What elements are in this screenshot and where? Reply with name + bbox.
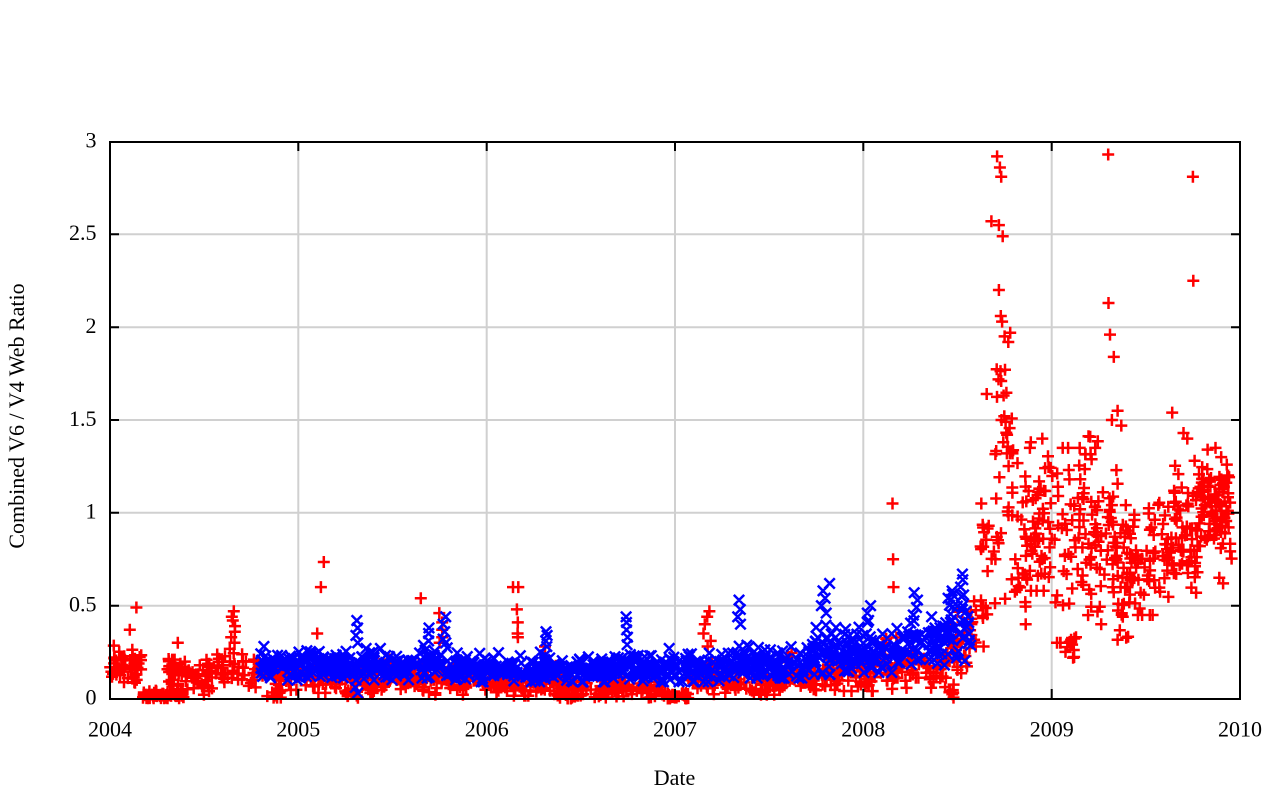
svg-text:Combined V6 / V4 Web Ratio: Combined V6 / V4 Web Ratio (4, 283, 29, 548)
svg-text:2006: 2006 (465, 717, 509, 742)
svg-text:2009: 2009 (1030, 717, 1074, 742)
svg-text:2004: 2004 (88, 717, 132, 742)
svg-text:3: 3 (86, 127, 97, 152)
svg-text:2.5: 2.5 (69, 220, 97, 245)
svg-text:1.5: 1.5 (69, 406, 97, 431)
svg-text:Date: Date (654, 765, 696, 790)
svg-text:2008: 2008 (841, 717, 885, 742)
svg-text:2007: 2007 (653, 717, 697, 742)
svg-text:2010: 2010 (1218, 717, 1262, 742)
svg-text:1: 1 (86, 499, 97, 524)
svg-text:2: 2 (86, 313, 97, 338)
svg-text:2005: 2005 (276, 717, 320, 742)
svg-text:0.5: 0.5 (69, 592, 97, 617)
svg-text:0: 0 (86, 684, 97, 709)
